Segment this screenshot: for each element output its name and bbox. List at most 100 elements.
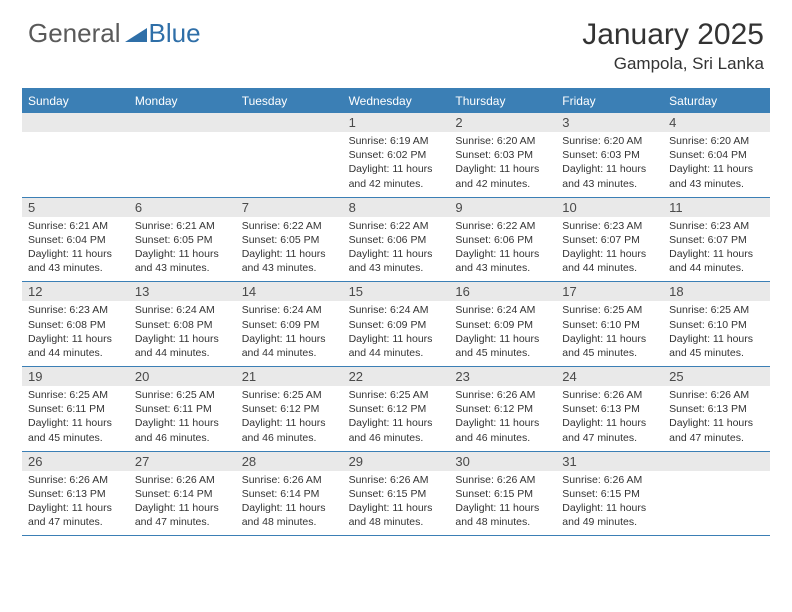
logo: General Blue <box>28 18 201 49</box>
day-number: 14 <box>236 282 343 301</box>
day-number: 24 <box>556 367 663 386</box>
day-number: 5 <box>22 198 129 217</box>
day-info: Sunrise: 6:22 AMSunset: 6:06 PMDaylight:… <box>343 219 450 276</box>
day-number: 6 <box>129 198 236 217</box>
calendar-day-cell: 25 Sunrise: 6:26 AMSunset: 6:13 PMDayligh… <box>663 367 770 451</box>
weeks-container: 1 Sunrise: 6:19 AMSunset: 6:02 PMDaylight… <box>22 113 770 536</box>
weekday-label: Monday <box>129 90 236 113</box>
day-number: 18 <box>663 282 770 301</box>
calendar-day-cell: 24 Sunrise: 6:26 AMSunset: 6:13 PMDayligh… <box>556 367 663 451</box>
day-number <box>663 452 770 471</box>
day-info: Sunrise: 6:25 AMSunset: 6:10 PMDaylight:… <box>556 303 663 360</box>
day-number: 25 <box>663 367 770 386</box>
day-info: Sunrise: 6:25 AMSunset: 6:11 PMDaylight:… <box>129 388 236 445</box>
logo-triangle-icon <box>125 18 147 49</box>
calendar-day-cell: 31Sunrise: 6:26 AMSunset: 6:15 PMDayligh… <box>556 452 663 536</box>
day-info: Sunrise: 6:22 AMSunset: 6:05 PMDaylight:… <box>236 219 343 276</box>
calendar-day-cell: 17Sunrise: 6:25 AMSunset: 6:10 PMDayligh… <box>556 282 663 366</box>
day-info: Sunrise: 6:24 AMSunset: 6:08 PMDaylight:… <box>129 303 236 360</box>
day-info: Sunrise: 6:26 AMSunset: 6:12 PMDaylight:… <box>449 388 556 445</box>
day-info: Sunrise: 6:25 AMSunset: 6:12 PMDaylight:… <box>236 388 343 445</box>
weekday-label: Sunday <box>22 90 129 113</box>
day-number: 27 <box>129 452 236 471</box>
calendar-day-cell: 28 Sunrise: 6:26 AMSunset: 6:14 PMDayligh… <box>236 452 343 536</box>
day-number <box>22 113 129 132</box>
day-number: 16 <box>449 282 556 301</box>
day-info: Sunrise: 6:26 AMSunset: 6:13 PMDaylight:… <box>22 473 129 530</box>
calendar-day-cell: 2Sunrise: 6:20 AMSunset: 6:03 PMDaylight… <box>449 113 556 197</box>
calendar-week-row: 1 Sunrise: 6:19 AMSunset: 6:02 PMDaylight… <box>22 113 770 198</box>
calendar-day-cell: 4Sunrise: 6:20 AMSunset: 6:04 PMDaylight… <box>663 113 770 197</box>
day-info: Sunrise: 6:21 AMSunset: 6:04 PMDaylight:… <box>22 219 129 276</box>
weekday-label: Saturday <box>663 90 770 113</box>
calendar-day-cell: 15 Sunrise: 6:24 AMSunset: 6:09 PMDayligh… <box>343 282 450 366</box>
calendar-day-cell: 13 Sunrise: 6:24 AMSunset: 6:08 PMDayligh… <box>129 282 236 366</box>
day-info: Sunrise: 6:24 AMSunset: 6:09 PMDaylight:… <box>343 303 450 360</box>
calendar-day-cell: 12 Sunrise: 6:23 AMSunset: 6:08 PMDayligh… <box>22 282 129 366</box>
day-number: 13 <box>129 282 236 301</box>
day-info: Sunrise: 6:26 AMSunset: 6:13 PMDaylight:… <box>556 388 663 445</box>
calendar-day-cell: 26 Sunrise: 6:26 AMSunset: 6:13 PMDayligh… <box>22 452 129 536</box>
calendar-day-cell: 18Sunrise: 6:25 AMSunset: 6:10 PMDayligh… <box>663 282 770 366</box>
day-number: 11 <box>663 198 770 217</box>
day-info: Sunrise: 6:25 AMSunset: 6:12 PMDaylight:… <box>343 388 450 445</box>
calendar-day-cell: 6 Sunrise: 6:21 AMSunset: 6:05 PMDaylight… <box>129 198 236 282</box>
day-number: 2 <box>449 113 556 132</box>
calendar-week-row: 5 Sunrise: 6:21 AMSunset: 6:04 PMDaylight… <box>22 198 770 283</box>
day-number: 22 <box>343 367 450 386</box>
calendar: SundayMondayTuesdayWednesdayThursdayFrid… <box>22 88 770 536</box>
weekday-header-row: SundayMondayTuesdayWednesdayThursdayFrid… <box>22 90 770 113</box>
day-number <box>236 113 343 132</box>
day-number: 28 <box>236 452 343 471</box>
logo-text-blue: Blue <box>149 18 201 49</box>
day-number: 30 <box>449 452 556 471</box>
weekday-label: Wednesday <box>343 90 450 113</box>
day-number: 19 <box>22 367 129 386</box>
day-info: Sunrise: 6:23 AMSunset: 6:07 PMDaylight:… <box>556 219 663 276</box>
day-number: 29 <box>343 452 450 471</box>
calendar-day-cell: 21 Sunrise: 6:25 AMSunset: 6:12 PMDayligh… <box>236 367 343 451</box>
calendar-day-cell: 23 Sunrise: 6:26 AMSunset: 6:12 PMDayligh… <box>449 367 556 451</box>
calendar-day-cell: 3Sunrise: 6:20 AMSunset: 6:03 PMDaylight… <box>556 113 663 197</box>
day-number: 26 <box>22 452 129 471</box>
calendar-day-cell: 19 Sunrise: 6:25 AMSunset: 6:11 PMDayligh… <box>22 367 129 451</box>
header: General Blue January 2025 Gampola, Sri L… <box>0 0 792 82</box>
day-info: Sunrise: 6:21 AMSunset: 6:05 PMDaylight:… <box>129 219 236 276</box>
day-info: Sunrise: 6:25 AMSunset: 6:11 PMDaylight:… <box>22 388 129 445</box>
calendar-day-cell: 29Sunrise: 6:26 AMSunset: 6:15 PMDayligh… <box>343 452 450 536</box>
day-number: 9 <box>449 198 556 217</box>
weekday-label: Friday <box>556 90 663 113</box>
day-info: Sunrise: 6:24 AMSunset: 6:09 PMDaylight:… <box>236 303 343 360</box>
day-number: 4 <box>663 113 770 132</box>
calendar-empty-cell <box>22 113 129 197</box>
calendar-day-cell: 16Sunrise: 6:24 AMSunset: 6:09 PMDayligh… <box>449 282 556 366</box>
calendar-week-row: 12 Sunrise: 6:23 AMSunset: 6:08 PMDayligh… <box>22 282 770 367</box>
title-block: January 2025 Gampola, Sri Lanka <box>582 18 764 74</box>
day-number: 8 <box>343 198 450 217</box>
calendar-day-cell: 14 Sunrise: 6:24 AMSunset: 6:09 PMDayligh… <box>236 282 343 366</box>
day-info: Sunrise: 6:19 AMSunset: 6:02 PMDaylight:… <box>343 134 450 191</box>
calendar-day-cell: 8 Sunrise: 6:22 AMSunset: 6:06 PMDaylight… <box>343 198 450 282</box>
day-info: Sunrise: 6:26 AMSunset: 6:13 PMDaylight:… <box>663 388 770 445</box>
calendar-empty-cell <box>236 113 343 197</box>
day-number: 31 <box>556 452 663 471</box>
day-number: 21 <box>236 367 343 386</box>
day-info: Sunrise: 6:23 AMSunset: 6:08 PMDaylight:… <box>22 303 129 360</box>
day-number: 20 <box>129 367 236 386</box>
day-number: 3 <box>556 113 663 132</box>
day-number: 10 <box>556 198 663 217</box>
calendar-empty-cell <box>663 452 770 536</box>
month-title: January 2025 <box>582 18 764 52</box>
day-info: Sunrise: 6:26 AMSunset: 6:14 PMDaylight:… <box>129 473 236 530</box>
day-number: 15 <box>343 282 450 301</box>
calendar-day-cell: 9Sunrise: 6:22 AMSunset: 6:06 PMDaylight… <box>449 198 556 282</box>
day-number: 23 <box>449 367 556 386</box>
day-number <box>129 113 236 132</box>
day-info: Sunrise: 6:26 AMSunset: 6:14 PMDaylight:… <box>236 473 343 530</box>
calendar-week-row: 26 Sunrise: 6:26 AMSunset: 6:13 PMDayligh… <box>22 452 770 537</box>
day-number: 1 <box>343 113 450 132</box>
weekday-label: Thursday <box>449 90 556 113</box>
day-number: 12 <box>22 282 129 301</box>
calendar-day-cell: 11Sunrise: 6:23 AMSunset: 6:07 PMDayligh… <box>663 198 770 282</box>
logo-text-general: General <box>28 18 121 49</box>
